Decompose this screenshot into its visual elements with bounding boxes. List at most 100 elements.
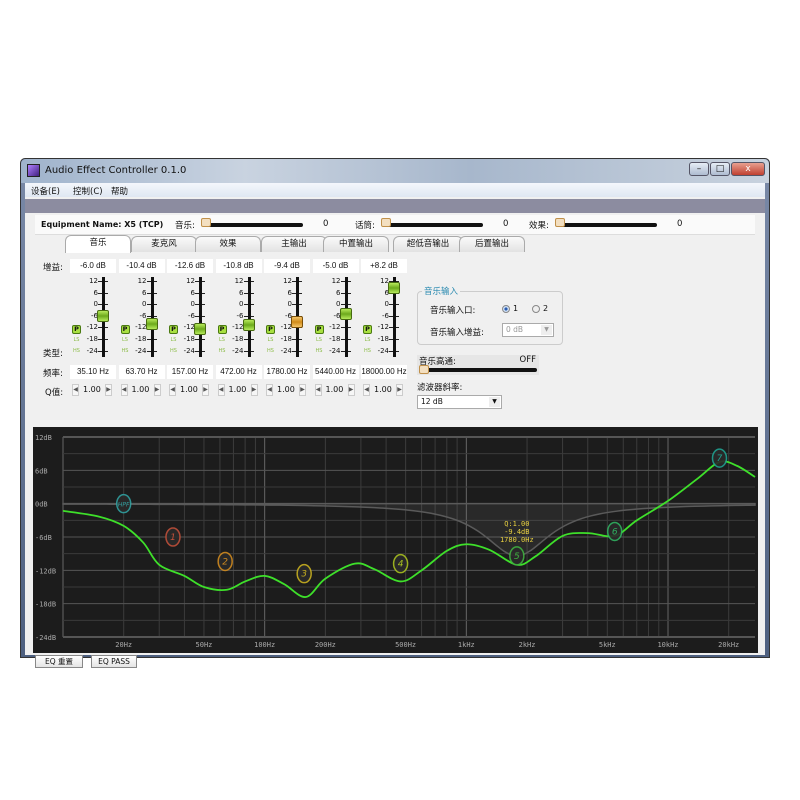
band-frequency-value[interactable]: 472.00 Hz (215, 365, 262, 379)
type-button-hs[interactable]: HS (170, 348, 177, 354)
band-q-value[interactable]: 1.00 (325, 385, 344, 394)
tab-4[interactable]: 中置输出 (323, 236, 389, 252)
fader-knob[interactable] (97, 309, 109, 322)
q-decrease-button[interactable]: ◀ (120, 384, 128, 396)
band-q-value[interactable]: 1.00 (228, 385, 247, 394)
port-2-radio[interactable] (532, 305, 540, 313)
type-button-hs[interactable]: HS (315, 348, 323, 354)
eq-graph-svg[interactable]: 12dB 6dB 0dB -6dB -12dB -18dB -24dB 20Hz 50Hz 100… (33, 427, 758, 653)
band-gain-value[interactable]: -10.4 dB (118, 259, 165, 273)
band-gain-value[interactable]: +8.2 dB (361, 259, 407, 273)
q-increase-button[interactable]: ▶ (250, 384, 258, 396)
q-decrease-button[interactable]: ◀ (363, 384, 370, 396)
client-area: 设备(E) 控制(C) 帮助 Equipment Name: X5 (TCP) … (25, 183, 765, 668)
type-button-hs[interactable]: HS (218, 348, 226, 354)
maximize-button[interactable]: □ (710, 162, 730, 176)
input-gain-select[interactable]: 0 dB ▼ (502, 323, 554, 337)
fader-tick-label: 12 (380, 277, 389, 285)
tab-2[interactable]: 效果 (195, 236, 261, 252)
eq-response-graph[interactable]: 12dB 6dB 0dB -6dB -12dB -18dB -24dB 20Hz 50Hz 100… (33, 427, 758, 653)
minimize-button[interactable]: – (689, 162, 709, 176)
highpass-slider-track[interactable] (421, 368, 537, 372)
fader-knob[interactable] (291, 316, 303, 329)
fader-knob[interactable] (388, 282, 400, 295)
type-button-ls[interactable]: LS (73, 337, 80, 343)
volume-slider-knob[interactable] (555, 218, 565, 227)
q-decrease-button[interactable]: ◀ (217, 384, 225, 396)
volume-slider-track[interactable] (383, 223, 483, 227)
q-decrease-button[interactable]: ◀ (72, 384, 79, 396)
q-increase-button[interactable]: ▶ (153, 384, 161, 396)
band-q-value[interactable]: 1.00 (277, 385, 295, 394)
fader-knob[interactable] (242, 319, 255, 332)
tab-0[interactable]: 音乐 (65, 235, 131, 253)
band-frequency-value[interactable]: 63.70 Hz (118, 365, 165, 379)
type-button-ls[interactable]: LS (122, 337, 128, 343)
tab-5[interactable]: 超低音输出 (393, 236, 463, 252)
type-button-ls[interactable]: LS (316, 337, 322, 343)
tab-3[interactable]: 主输出 (261, 236, 327, 252)
q-decrease-button[interactable]: ◀ (314, 384, 322, 396)
type-button-hs[interactable]: HS (364, 348, 371, 354)
band-frequency-value[interactable]: 1780.00 Hz (264, 365, 310, 379)
q-decrease-button[interactable]: ◀ (169, 384, 176, 396)
type-button-ls[interactable]: LS (364, 337, 371, 343)
filter-slope-select[interactable]: 12 dB ▼ (417, 395, 502, 409)
highpass-slider-knob[interactable] (419, 365, 429, 374)
type-button-ls[interactable]: LS (219, 337, 225, 343)
q-increase-button[interactable]: ▶ (347, 384, 355, 396)
band-gain-value[interactable]: -5.0 dB (312, 259, 359, 273)
menu-device[interactable]: 设备(E) (31, 187, 61, 197)
menu-control[interactable]: 控制(C) (73, 187, 103, 197)
type-button-hs[interactable]: HS (73, 348, 80, 354)
fader-knob[interactable] (339, 307, 352, 320)
band-gain-value[interactable]: -6.0 dB (70, 259, 116, 273)
volume-slider-track[interactable] (557, 223, 657, 227)
q-increase-button[interactable]: ▶ (396, 384, 403, 396)
band-frequency-value[interactable]: 35.10 Hz (70, 365, 116, 379)
band-q-value[interactable]: 1.00 (374, 385, 392, 394)
type-button-ls[interactable]: LS (170, 337, 177, 343)
band-gain-value[interactable]: -12.6 dB (167, 259, 213, 273)
fader-track[interactable] (150, 277, 154, 357)
type-button-p[interactable]: P (120, 325, 130, 334)
type-button-p[interactable]: P (363, 325, 372, 334)
tab-1[interactable]: 麦克风 (131, 236, 197, 252)
type-button-p[interactable]: P (217, 325, 227, 334)
title-bar[interactable]: Audio Effect Controller 0.1.0 – □ x (21, 159, 769, 183)
type-button-hs[interactable]: HS (267, 348, 274, 354)
type-button-p[interactable]: P (314, 325, 324, 334)
band-q-value[interactable]: 1.00 (131, 385, 150, 394)
band-frequency-value[interactable]: 157.00 Hz (167, 365, 213, 379)
volume-slider-knob[interactable] (201, 218, 211, 227)
type-button-p[interactable]: P (169, 325, 178, 334)
band-q-value[interactable]: 1.00 (83, 385, 101, 394)
eq-pass-button[interactable]: EQ PASS (91, 655, 137, 668)
tab-6[interactable]: 后置输出 (459, 236, 525, 252)
band-gain-value[interactable]: -9.4 dB (264, 259, 310, 273)
fader-knob[interactable] (145, 318, 158, 331)
type-button-p[interactable]: P (266, 325, 275, 334)
volume-slider-knob[interactable] (381, 218, 391, 227)
band-gain-value[interactable]: -10.8 dB (215, 259, 262, 273)
fader-track[interactable] (199, 277, 202, 357)
q-increase-button[interactable]: ▶ (202, 384, 209, 396)
port-1-radio[interactable] (502, 305, 510, 313)
fader-knob[interactable] (194, 322, 206, 335)
type-button-ls[interactable]: LS (267, 337, 274, 343)
volume-slider-track[interactable] (203, 223, 303, 227)
close-button[interactable]: x (731, 162, 765, 176)
type-button-hs[interactable]: HS (121, 348, 129, 354)
band-q-value[interactable]: 1.00 (180, 385, 198, 394)
menu-help[interactable]: 帮助 (111, 187, 129, 197)
type-button-p[interactable]: P (72, 325, 81, 334)
q-increase-button[interactable]: ▶ (299, 384, 306, 396)
band-frequency-value[interactable]: 18000.00 Hz (361, 365, 407, 379)
fader-track[interactable] (247, 277, 251, 357)
band-frequency-value[interactable]: 5440.00 Hz (312, 365, 359, 379)
highpass-label: 音乐高通: (419, 357, 456, 367)
eq-reset-button[interactable]: EQ 重置 (35, 655, 83, 668)
fader-track[interactable] (393, 277, 396, 357)
q-decrease-button[interactable]: ◀ (266, 384, 273, 396)
q-increase-button[interactable]: ▶ (105, 384, 112, 396)
